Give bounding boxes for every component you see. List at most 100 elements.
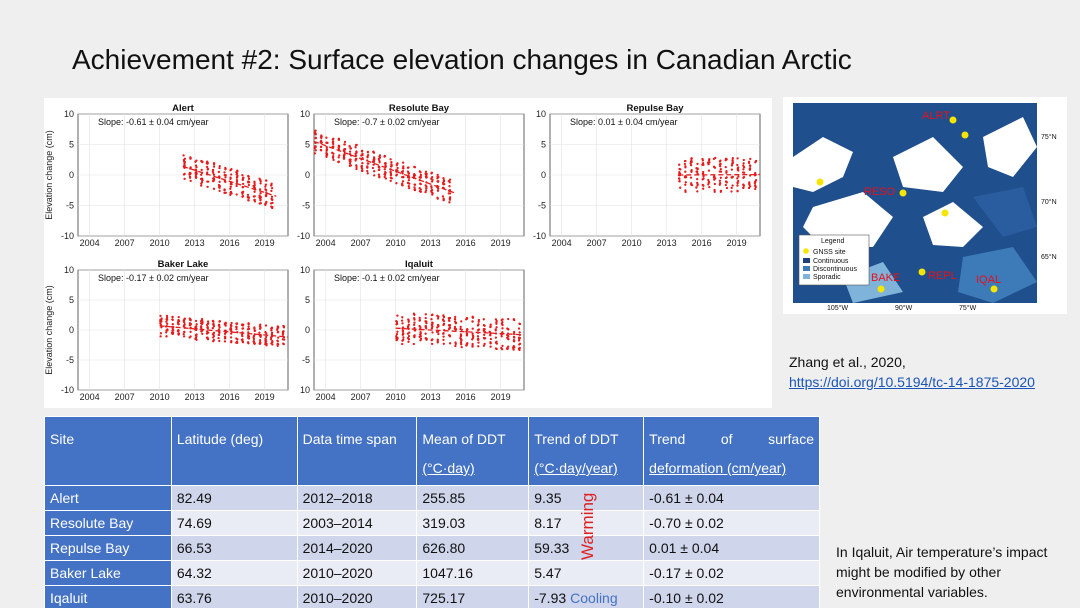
data-point: [690, 170, 693, 173]
data-point: [713, 190, 716, 193]
data-point: [325, 148, 329, 151]
data-point: [211, 319, 215, 323]
data-point: [378, 156, 382, 159]
data-point: [448, 201, 451, 204]
citation-link[interactable]: https://doi.org/10.5194/tc-14-1875-2020: [789, 374, 1035, 390]
table-cell: -7.93 Cooling: [528, 585, 645, 608]
data-point: [725, 186, 729, 190]
data-point: [207, 331, 210, 334]
slope-annotation: Slope: -0.61 ± 0.04 cm/year: [98, 117, 209, 127]
data-point: [259, 323, 262, 326]
data-point: [218, 180, 221, 183]
data-point: [454, 327, 457, 331]
data-point: [171, 318, 174, 322]
data-point: [471, 327, 474, 330]
data-point: [447, 327, 451, 331]
data-point: [424, 184, 427, 187]
data-point: [684, 166, 687, 169]
data-point: [241, 178, 244, 182]
data-point: [401, 176, 404, 179]
data-point: [183, 177, 186, 181]
x-tick-label: 2016: [456, 238, 476, 248]
data-point: [754, 179, 758, 182]
data-point: [513, 318, 516, 322]
data-point: [183, 330, 186, 334]
x-tick-label: 2010: [386, 238, 406, 248]
data-point: [195, 325, 198, 328]
table-row: Repulse Bay 66.53 2014–2020 626.80 59.33 0.01…: [44, 535, 820, 561]
data-point: [396, 338, 399, 341]
data-point: [465, 316, 469, 320]
data-point: [195, 338, 198, 341]
table-cell: 2003–2014: [296, 510, 418, 536]
data-point: [223, 191, 226, 195]
data-point: [448, 324, 452, 327]
data-point: [206, 185, 209, 189]
y-tick-label: 5: [69, 140, 74, 150]
data-point: [259, 326, 262, 329]
table-cell: Repulse Bay: [44, 535, 172, 561]
data-point: [406, 166, 410, 169]
table-cell: 2010–2020: [296, 585, 418, 608]
data-point: [229, 336, 233, 339]
table-cell: Iqaluit: [44, 585, 172, 608]
data-point: [224, 176, 227, 179]
data-point: [206, 171, 209, 174]
data-point: [265, 332, 268, 335]
data-point: [702, 175, 705, 178]
chart-title: Repulse Bay: [626, 103, 684, 114]
table-cell: 0.01 ± 0.04: [643, 535, 820, 561]
data-point: [166, 322, 169, 325]
data-point: [477, 345, 480, 348]
data-point: [247, 335, 251, 338]
data-point: [189, 179, 192, 183]
data-point: [182, 332, 185, 336]
data-point: [731, 157, 734, 160]
data-point: [706, 161, 710, 164]
data-point: [407, 325, 410, 328]
site-label-iqal: IQAL: [976, 274, 1001, 286]
data-point: [354, 146, 357, 149]
data-point: [194, 160, 197, 163]
data-point: [696, 168, 699, 171]
data-point: [730, 186, 733, 190]
data-point: [171, 315, 174, 319]
data-point: [413, 329, 416, 332]
data-point: [342, 154, 346, 157]
data-point: [442, 335, 445, 338]
data-point: [230, 325, 233, 328]
data-point: [402, 332, 405, 335]
data-point: [236, 169, 239, 173]
data-point: [448, 185, 451, 188]
data-point: [742, 168, 745, 171]
data-point: [436, 317, 440, 320]
y-tick-label: 10: [536, 109, 546, 119]
data-point: [754, 171, 757, 175]
data-point: [507, 345, 510, 348]
data-point: [453, 325, 457, 329]
data-point: [325, 155, 328, 159]
data-point: [253, 181, 256, 185]
data-point: [742, 162, 745, 165]
data-point: [477, 323, 480, 326]
data-point: [314, 132, 317, 136]
data-point: [183, 163, 186, 167]
data-point: [424, 170, 428, 173]
map-land: [893, 137, 963, 192]
data-point: [401, 330, 405, 333]
data-point: [725, 169, 728, 173]
data-point: [332, 137, 335, 140]
data-point: [401, 180, 405, 183]
data-point: [372, 156, 376, 159]
data-point: [218, 185, 221, 189]
data-point: [512, 332, 516, 336]
data-point: [418, 170, 421, 173]
data-point: [424, 324, 427, 328]
data-point: [395, 164, 398, 167]
data-point: [241, 182, 245, 186]
data-point: [712, 165, 716, 168]
data-point: [229, 182, 232, 186]
data-point: [189, 156, 192, 159]
data-point: [223, 171, 226, 174]
x-tick-label: 2019: [255, 238, 275, 248]
